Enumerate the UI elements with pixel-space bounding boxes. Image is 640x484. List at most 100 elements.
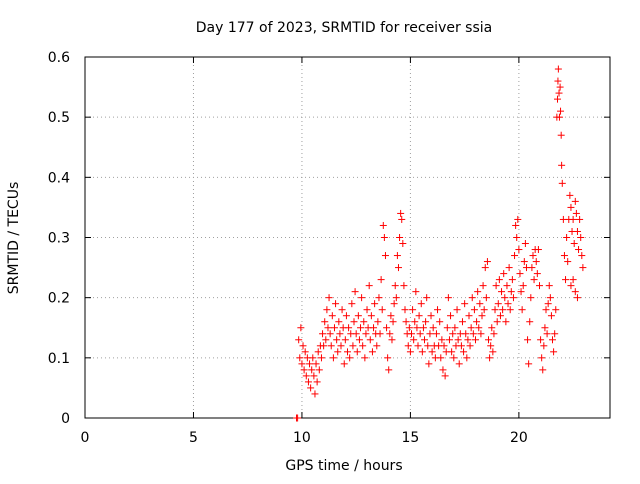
data-point	[550, 348, 558, 356]
data-point	[385, 366, 393, 374]
data-point	[496, 312, 504, 320]
data-point	[470, 306, 478, 314]
data-point	[529, 252, 537, 260]
data-point	[325, 294, 333, 302]
data-point	[344, 348, 351, 356]
data-point	[556, 83, 564, 91]
data-point	[392, 294, 400, 302]
data-point	[521, 240, 529, 248]
data-point	[302, 372, 310, 380]
data-point	[468, 294, 476, 302]
data-point	[573, 294, 581, 302]
data-point	[524, 336, 532, 344]
data-point	[572, 209, 580, 217]
data-point	[509, 294, 517, 302]
data-point	[374, 318, 382, 326]
data-point	[350, 318, 358, 326]
data-point	[486, 354, 494, 362]
data-point	[400, 282, 408, 290]
data-point	[387, 312, 395, 320]
data-point	[402, 318, 410, 326]
data-point	[365, 282, 373, 290]
data-point	[363, 306, 371, 314]
data-point	[512, 221, 520, 229]
x-tick-label: 5	[189, 430, 198, 446]
data-point	[428, 348, 436, 356]
data-point	[455, 360, 463, 368]
data-point	[351, 288, 359, 296]
data-point	[492, 282, 500, 290]
data-point	[519, 282, 527, 290]
data-point	[375, 294, 383, 302]
data-point	[448, 348, 456, 356]
data-point	[396, 234, 404, 241]
data-point	[330, 324, 338, 332]
data-point	[412, 288, 420, 296]
data-point	[294, 414, 302, 422]
data-point	[397, 209, 405, 217]
data-point	[555, 89, 563, 97]
data-point	[445, 336, 453, 344]
data-point	[336, 330, 344, 338]
data-point	[340, 360, 348, 368]
data-point	[490, 330, 498, 338]
data-point	[562, 276, 570, 284]
data-point	[321, 318, 329, 326]
data-point	[557, 131, 565, 139]
data-point	[469, 330, 477, 338]
data-point	[451, 324, 459, 332]
data-point	[537, 336, 545, 344]
data-point	[517, 288, 525, 296]
data-point	[360, 318, 368, 326]
x-axis-label: GPS time / hours	[285, 458, 402, 474]
data-point	[439, 366, 447, 374]
data-point	[458, 318, 466, 326]
data-point	[424, 342, 432, 350]
data-point	[329, 354, 337, 362]
y-tick-label: 0.1	[48, 351, 70, 367]
data-point	[373, 342, 381, 350]
data-point	[554, 65, 562, 73]
data-point	[371, 300, 379, 308]
data-point	[449, 330, 457, 338]
data-point	[454, 336, 462, 344]
data-point	[315, 366, 323, 374]
data-point	[426, 330, 434, 338]
data-point	[506, 306, 514, 314]
data-point	[379, 221, 387, 229]
data-point	[354, 312, 362, 320]
data-point	[319, 330, 327, 338]
data-point	[323, 306, 331, 314]
data-point	[533, 270, 541, 278]
data-point	[460, 348, 468, 356]
data-point	[394, 264, 402, 272]
data-point	[573, 227, 581, 235]
x-tick-label: 0	[81, 430, 90, 446]
data-point	[530, 276, 538, 284]
data-point	[415, 312, 423, 320]
data-point	[520, 258, 528, 266]
data-point	[299, 342, 307, 350]
data-points	[293, 65, 587, 422]
data-point	[547, 312, 555, 320]
data-point	[478, 312, 486, 320]
data-point	[381, 252, 389, 260]
data-point	[503, 282, 511, 290]
data-point	[566, 191, 574, 199]
data-point	[337, 342, 345, 350]
data-point	[528, 264, 536, 272]
y-tick-label: 0.3	[48, 231, 70, 247]
data-point	[404, 342, 412, 350]
data-point	[493, 318, 501, 326]
data-point	[312, 360, 320, 368]
data-point	[578, 252, 586, 260]
data-point	[413, 324, 421, 332]
data-point	[327, 342, 335, 350]
data-point	[443, 324, 451, 332]
data-point	[475, 324, 483, 332]
data-point	[410, 336, 418, 344]
data-point	[480, 306, 488, 314]
y-tick-label: 0.4	[48, 170, 70, 186]
